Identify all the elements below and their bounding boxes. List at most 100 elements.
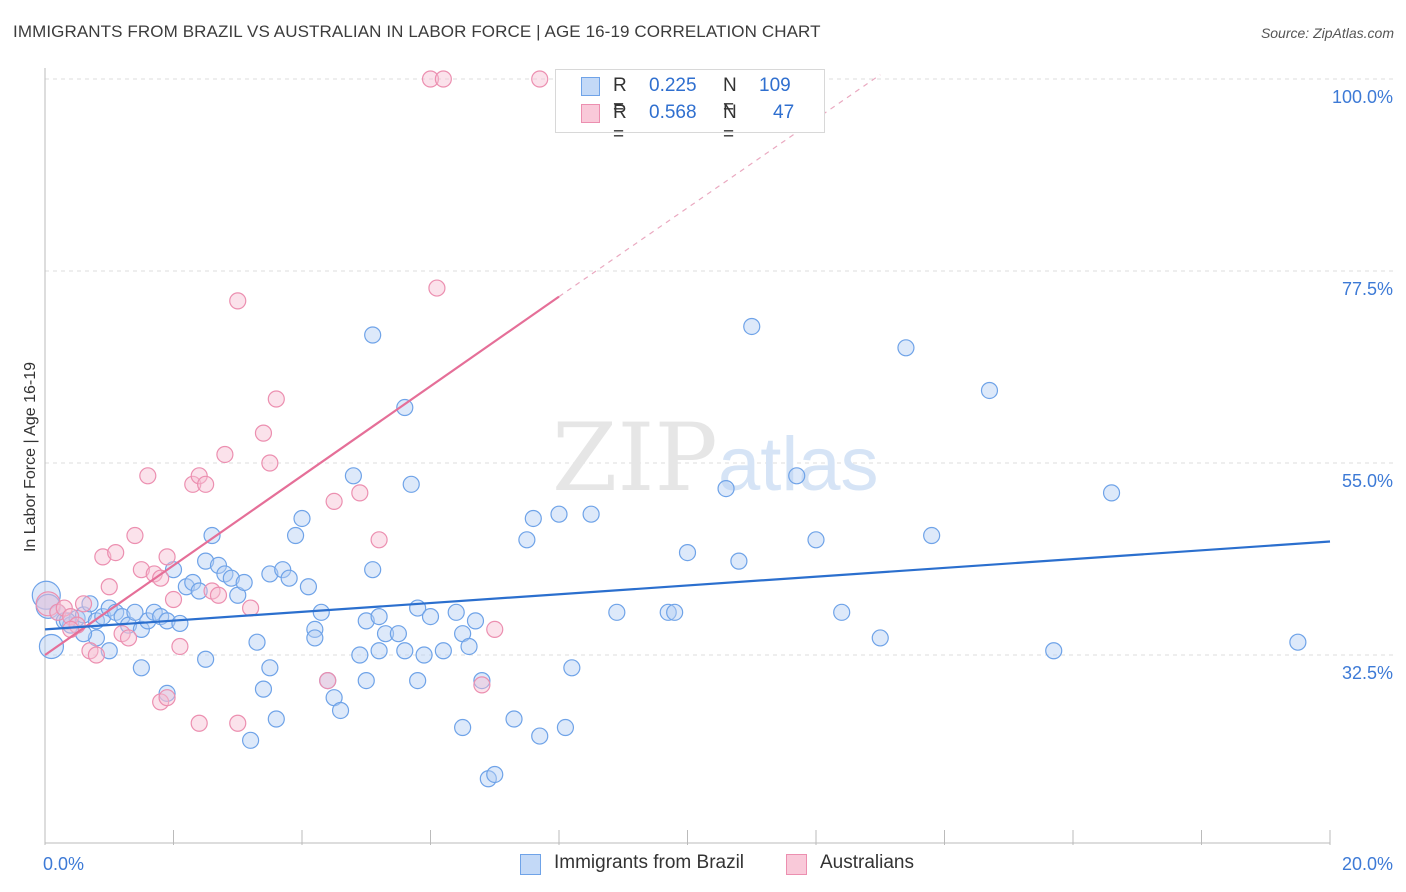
data-points — [31, 70, 1331, 788]
point-brazil — [171, 614, 189, 633]
bottom-legend-swatch-brazil — [520, 854, 541, 875]
point-brazil — [396, 398, 414, 417]
point-australians — [164, 590, 183, 609]
y-axis-label: In Labor Force | Age 16-19 — [22, 362, 39, 552]
point-australians — [190, 467, 208, 485]
point-australians — [531, 70, 549, 88]
point-brazil — [556, 718, 575, 737]
point-australians — [325, 492, 343, 510]
chart-title: IMMIGRANTS FROM BRAZIL VS AUSTRALIAN IN … — [13, 22, 821, 41]
point-brazil — [466, 612, 485, 630]
legend-r-label: R = — [613, 102, 627, 145]
point-brazil — [447, 603, 465, 621]
point-brazil — [126, 603, 144, 621]
point-brazil — [370, 642, 388, 660]
point-australians — [261, 454, 279, 472]
y-tick-label: 77.5% — [1342, 279, 1393, 299]
point-brazil — [396, 642, 414, 660]
point-brazil — [158, 684, 176, 703]
point-australians — [158, 689, 176, 707]
point-brazil — [357, 612, 375, 630]
point-brazil — [254, 680, 273, 698]
point-brazil — [197, 650, 215, 668]
legend-n-label: N = — [723, 102, 737, 145]
point-australians — [100, 578, 118, 596]
legend-r-value: 0.568 — [649, 102, 697, 123]
point-brazil — [222, 569, 240, 587]
point-brazil — [267, 710, 285, 728]
point-brazil — [286, 526, 305, 545]
point-brazil — [351, 646, 369, 664]
point-brazil — [678, 543, 697, 562]
point-brazil — [563, 659, 581, 677]
point-brazil — [402, 475, 420, 493]
point-brazil — [357, 671, 375, 690]
point-australians — [158, 548, 176, 566]
point-australians — [132, 561, 150, 579]
y-tick-label: 100.0% — [1332, 87, 1393, 107]
point-brazil — [376, 625, 395, 643]
point-brazil — [364, 326, 382, 344]
legend-n-label: N = — [723, 75, 737, 118]
point-australians — [190, 714, 208, 732]
point-australians — [473, 676, 491, 694]
point-brazil — [518, 531, 536, 549]
point-australians — [197, 475, 215, 493]
point-brazil — [980, 381, 999, 400]
point-brazil — [608, 603, 626, 621]
point-australians — [35, 591, 61, 617]
point-brazil — [248, 633, 266, 651]
point-brazil — [666, 603, 684, 621]
point-brazil — [389, 625, 407, 643]
point-brazil — [505, 710, 523, 728]
point-brazil — [38, 633, 65, 660]
point-australians — [229, 292, 247, 310]
bottom-legend-swatch-australians — [786, 854, 807, 875]
watermark-zip: ZIP — [552, 404, 718, 513]
point-australians — [74, 595, 93, 613]
point-brazil — [293, 509, 311, 528]
point-brazil — [454, 718, 472, 737]
point-australians — [152, 569, 170, 587]
point-brazil — [550, 505, 568, 523]
point-brazil — [132, 620, 150, 639]
point-brazil — [531, 727, 549, 745]
legend-n-value: 109 — [759, 75, 791, 96]
point-australians — [216, 445, 234, 464]
trend-line-brazil — [44, 540, 1331, 631]
point-brazil — [717, 480, 735, 498]
point-australians — [62, 607, 80, 626]
point-brazil — [274, 561, 292, 579]
legend-n-value: 47 — [773, 102, 795, 123]
point-australians — [209, 586, 228, 604]
point-australians — [126, 526, 144, 545]
point-brazil — [306, 629, 324, 647]
legend-swatch-brazil — [581, 77, 600, 96]
point-brazil — [1102, 484, 1121, 502]
bottom-legend-label-brazil: Immigrants from Brazil — [554, 852, 745, 873]
point-australians — [139, 467, 157, 485]
point-australians — [55, 599, 73, 617]
point-australians — [229, 714, 247, 732]
point-brazil — [473, 671, 491, 690]
point-brazil — [524, 509, 542, 528]
point-brazil — [486, 765, 504, 784]
point-brazil — [1289, 633, 1307, 651]
point-australians — [87, 646, 106, 664]
legend-r-value: 0.225 — [649, 75, 697, 96]
point-australians — [319, 671, 337, 690]
axis-labels: 100.0% 77.5% 55.0% 32.5% 0.0% 20.0% In Labor F… — [22, 87, 1393, 874]
point-brazil — [132, 659, 150, 677]
point-brazil — [370, 607, 388, 626]
grid-lines — [45, 78, 1395, 656]
x-tick-label: 20.0% — [1342, 854, 1393, 874]
point-brazil — [261, 565, 279, 583]
point-australians — [421, 70, 440, 88]
point-brazil — [235, 573, 253, 592]
point-australians — [184, 475, 202, 493]
point-brazil — [434, 642, 452, 660]
point-brazil — [100, 642, 118, 660]
point-brazil — [871, 629, 889, 647]
point-brazil — [807, 531, 825, 549]
point-brazil — [730, 552, 748, 570]
